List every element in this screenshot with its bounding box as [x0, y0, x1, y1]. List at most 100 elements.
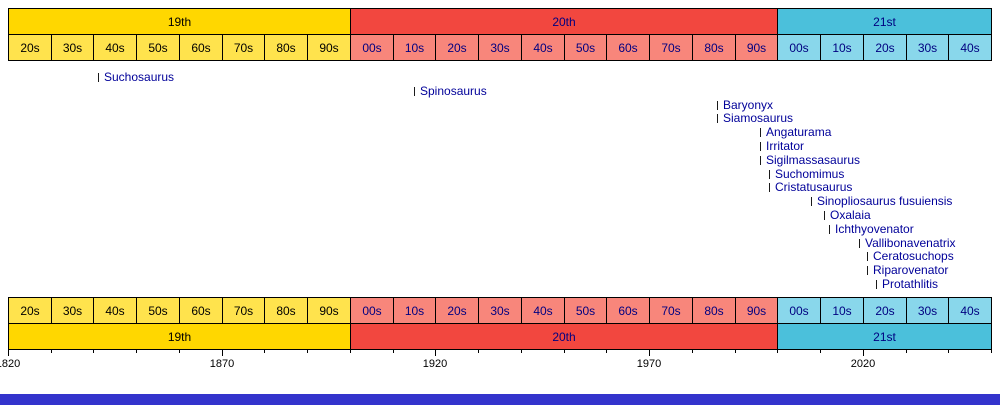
- decade-cell-19th-70s: 70s: [222, 34, 265, 61]
- decade-cell-20th-70s: 70s: [649, 297, 693, 324]
- decade-cell-21st-00s: 00s: [777, 297, 821, 324]
- century-band-21st: 21st: [777, 8, 992, 35]
- year-tick-icon: [769, 183, 770, 192]
- decade-cell-20th-30s: 30s: [478, 34, 522, 61]
- decade-cell-20th-40s: 40s: [521, 34, 565, 61]
- decade-cell-20th-60s: 60s: [606, 34, 650, 61]
- decade-cell-20th-60s: 60s: [606, 297, 650, 324]
- century-band-21st: 21st: [777, 323, 992, 350]
- axis-tick: [307, 349, 308, 353]
- axis-tick: [735, 349, 736, 353]
- axis-tick: [606, 349, 607, 353]
- decade-cell-20th-40s: 40s: [521, 297, 565, 324]
- decade-cell-21st-00s: 00s: [777, 34, 821, 61]
- decade-cell-21st-10s: 10s: [820, 34, 864, 61]
- year-tick-icon: [414, 87, 415, 96]
- time-axis: 1820 1870 1920 1970 2020: [0, 349, 1000, 379]
- decade-cell-19th-70s: 70s: [222, 297, 265, 324]
- axis-tick: [179, 349, 180, 353]
- decade-cell-19th-30s: 30s: [51, 34, 94, 61]
- axis-year-label: 1920: [422, 358, 448, 370]
- axis-tick: [649, 349, 650, 356]
- axis-year-label: 2020: [850, 358, 876, 370]
- taxon-label: Oxalaia: [830, 208, 871, 222]
- axis-tick: [435, 349, 436, 356]
- year-tick-icon: [717, 101, 718, 110]
- axis-tick: [820, 349, 821, 353]
- taxon-label: Protathlitis: [882, 277, 939, 291]
- taxon-label: Baryonyx: [723, 98, 774, 112]
- decade-cell-19th-30s: 30s: [51, 297, 94, 324]
- axis-tick: [136, 349, 137, 353]
- taxon-entry-ceratosuchops[interactable]: Ceratosuchops: [867, 250, 954, 263]
- axis-tick: [991, 349, 992, 353]
- taxon-entry-protathlitis[interactable]: Protathlitis: [876, 278, 938, 291]
- decade-cell-19th-80s: 80s: [264, 297, 308, 324]
- decade-cell-21st-40s: 40s: [948, 34, 992, 61]
- taxon-entry-angaturama[interactable]: Angaturama: [760, 126, 831, 139]
- axis-year-label: 1820: [0, 358, 21, 370]
- axis-tick: [350, 349, 351, 353]
- year-tick-icon: [859, 239, 860, 248]
- century-band-20th: 20th: [350, 8, 778, 35]
- decade-cell-19th-20s: 20s: [8, 297, 52, 324]
- decade-cell-21st-30s: 30s: [906, 34, 949, 61]
- taxon-entry-oxalaia[interactable]: Oxalaia: [824, 209, 871, 222]
- taxon-entry-suchosaurus[interactable]: Suchosaurus: [98, 71, 174, 84]
- axis-year-label: 1870: [209, 358, 235, 370]
- decade-cell-21st-30s: 30s: [906, 297, 949, 324]
- taxon-label: Spinosaurus: [420, 84, 487, 98]
- axis-tick: [906, 349, 907, 353]
- axis-tick: [692, 349, 693, 353]
- year-tick-icon: [760, 142, 761, 151]
- taxon-entry-sigilmassasaurus[interactable]: Sigilmassasaurus: [760, 154, 860, 167]
- taxon-label: Ceratosuchops: [873, 249, 954, 263]
- decade-cell-19th-40s: 40s: [93, 34, 137, 61]
- year-tick-icon: [829, 225, 830, 234]
- taxon-entry-vallibonavenatrix[interactable]: Vallibonavenatrix: [859, 237, 956, 250]
- decade-cell-20th-20s: 20s: [435, 34, 479, 61]
- year-tick-icon: [717, 114, 718, 123]
- footer-bar: [0, 394, 1000, 405]
- century-band-20th: 20th: [350, 323, 778, 350]
- decade-cell-20th-20s: 20s: [435, 297, 479, 324]
- decade-cell-19th-60s: 60s: [179, 34, 223, 61]
- year-tick-icon: [867, 266, 868, 275]
- axis-tick: [264, 349, 265, 353]
- axis-tick: [521, 349, 522, 353]
- axis-tick: [222, 349, 223, 356]
- axis-tick: [863, 349, 864, 356]
- axis-tick: [51, 349, 52, 353]
- year-tick-icon: [811, 197, 812, 206]
- axis-year-label: 1970: [636, 358, 662, 370]
- taxon-entry-suchomimus[interactable]: Suchomimus: [769, 168, 844, 181]
- taxon-label: Riparovenator: [873, 263, 949, 277]
- decade-row-top: 20s 30s 40s 50s 60s 70s 80s 90s 00s 10s 20s 30s 40s 5…: [0, 34, 1000, 61]
- decade-cell-19th-90s: 90s: [307, 34, 351, 61]
- taxon-entry-cristatusaurus[interactable]: Cristatusaurus: [769, 181, 852, 194]
- decade-cell-19th-80s: 80s: [264, 34, 308, 61]
- taxon-label: Ichthyovenator: [835, 222, 914, 236]
- taxon-entry-sinopliosaurus-fusuiensis[interactable]: Sinopliosaurus fusuiensis: [811, 195, 952, 208]
- taxon-label: Vallibonavenatrix: [865, 236, 956, 250]
- decade-cell-19th-40s: 40s: [93, 297, 137, 324]
- axis-tick: [564, 349, 565, 353]
- decade-cell-19th-90s: 90s: [307, 297, 351, 324]
- taxon-entry-baryonyx[interactable]: Baryonyx: [717, 99, 773, 112]
- taxon-label: Cristatusaurus: [775, 180, 853, 194]
- decade-cell-20th-90s: 90s: [735, 297, 778, 324]
- taxon-entry-irritator[interactable]: Irritator: [760, 140, 804, 153]
- taxon-entry-ichthyovenator[interactable]: Ichthyovenator: [829, 223, 914, 236]
- axis-tick: [948, 349, 949, 353]
- year-tick-icon: [760, 156, 761, 165]
- axis-tick: [93, 349, 94, 353]
- decade-cell-20th-80s: 80s: [692, 34, 736, 61]
- decade-cell-20th-50s: 50s: [564, 297, 607, 324]
- decade-cell-21st-10s: 10s: [820, 297, 864, 324]
- taxon-entry-riparovenator[interactable]: Riparovenator: [867, 264, 948, 277]
- century-band-19th: 19th: [8, 8, 351, 35]
- taxon-entry-spinosaurus[interactable]: Spinosaurus: [414, 85, 487, 98]
- taxon-label: Suchomimus: [775, 167, 845, 181]
- taxon-entry-siamosaurus[interactable]: Siamosaurus: [717, 112, 793, 125]
